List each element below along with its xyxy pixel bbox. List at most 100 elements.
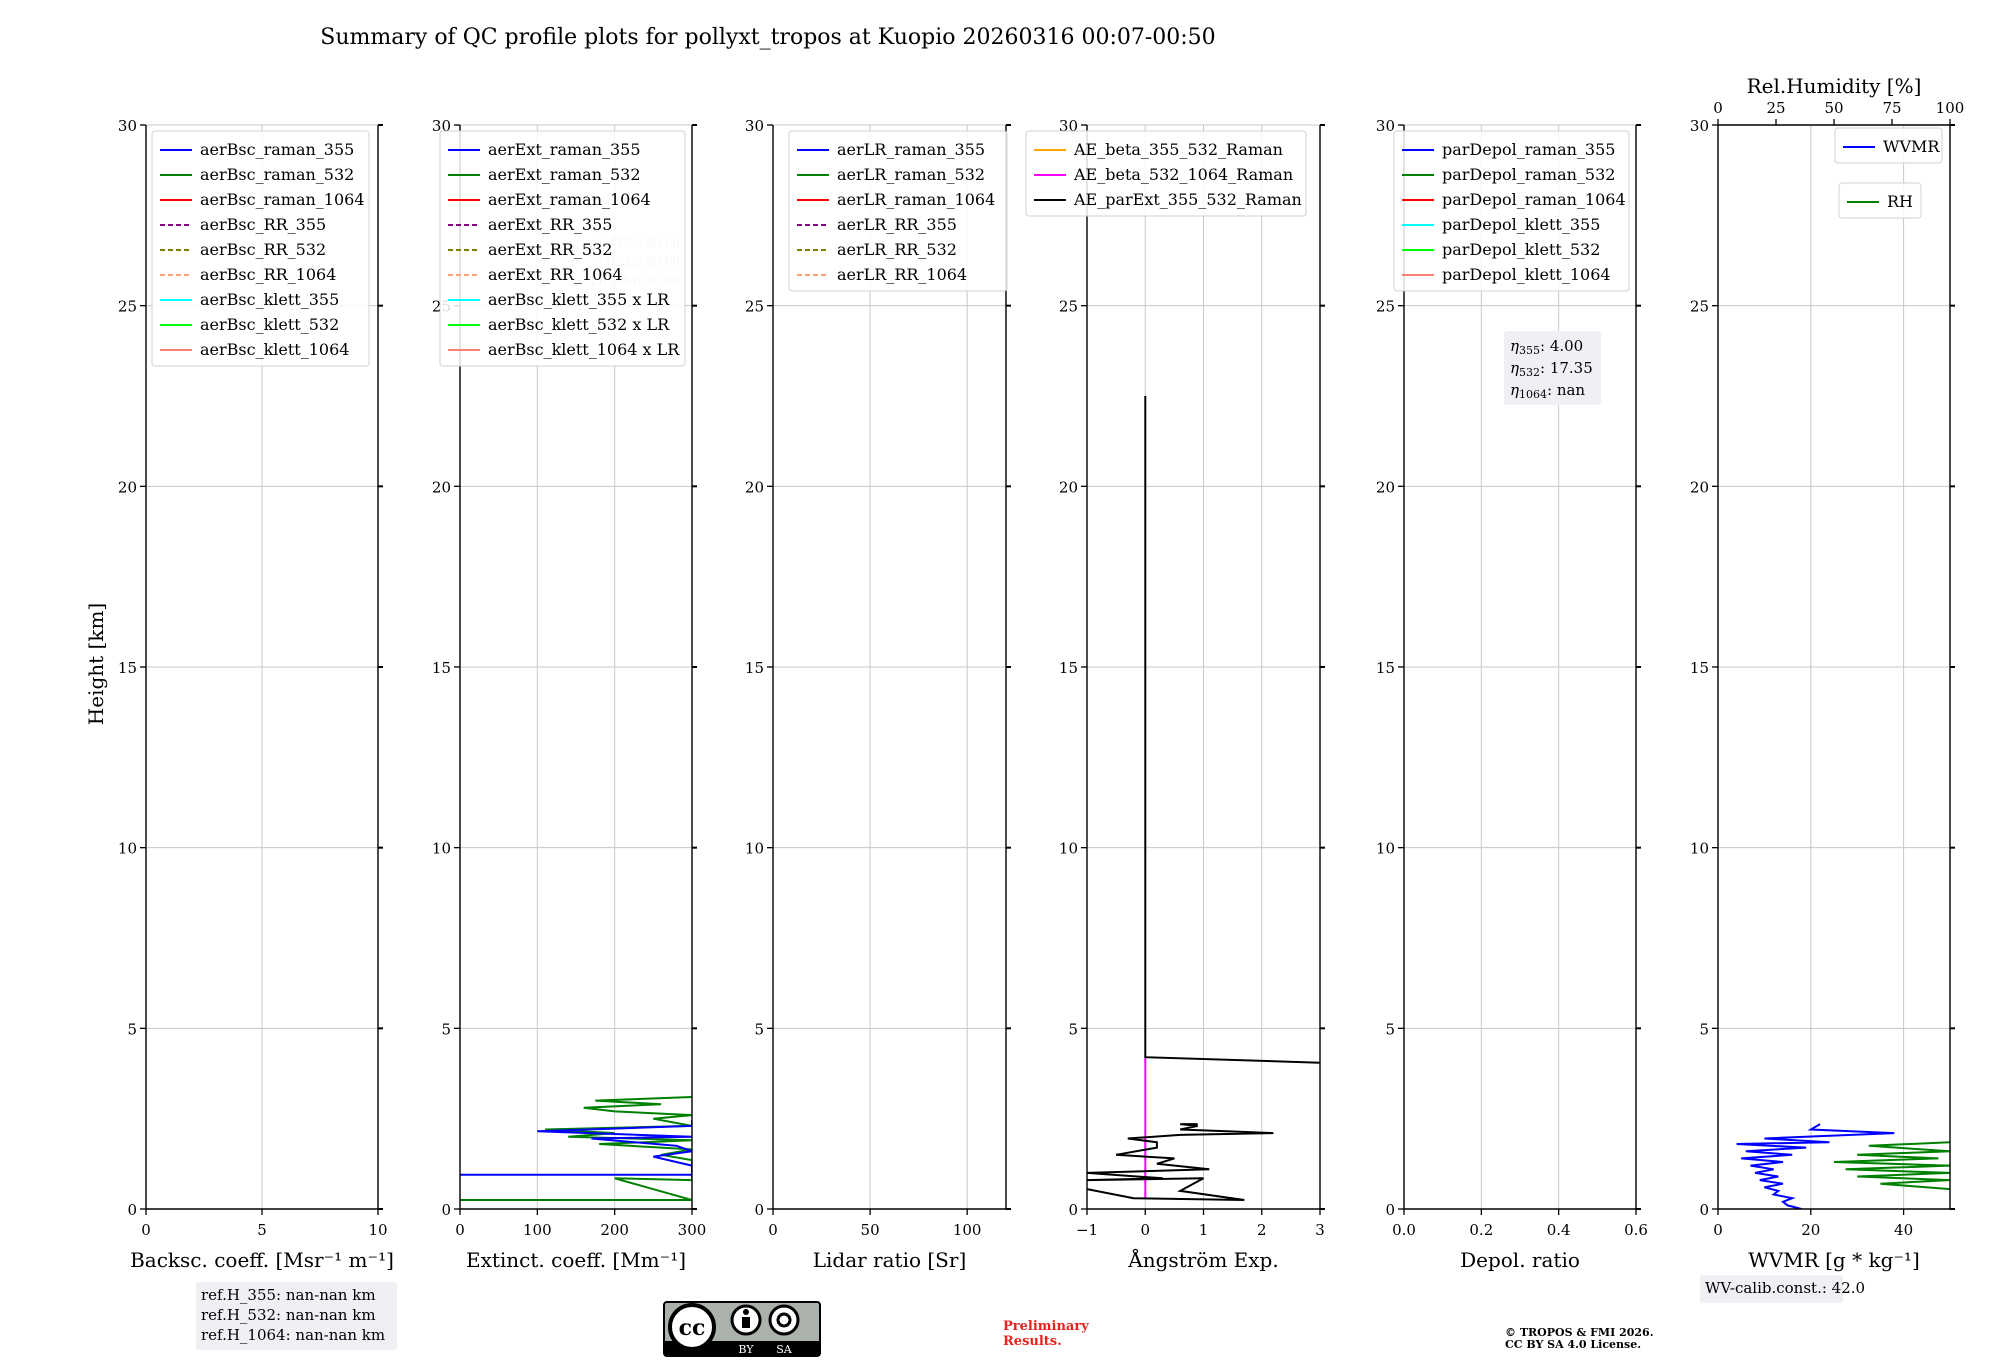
legend-label: aerLR_RR_532 [837,240,957,259]
y-tick-label: 10 [1690,840,1709,858]
series-ae-parext-355-532-raman-upper [1144,396,1320,1064]
series-group [1736,1123,1950,1209]
y-tick-label: 0 [441,1201,451,1219]
y-tick-label: 25 [118,298,137,316]
x-tick-label: −1 [1076,1221,1098,1239]
y-axis-label: Height [km] [84,603,108,725]
eta-532-text: η532: 17.35 [1510,359,1593,379]
legend-label: aerExt_RR_355 [488,215,612,234]
legend-box [1025,130,1307,217]
legend-label: WVMR [1883,137,1940,156]
preliminary-line-1: Preliminary [1003,1319,1089,1334]
x-tick-label: 40 [1894,1221,1913,1239]
y-tick-label: 30 [1690,117,1709,135]
legend-label: parDepol_klett_1064 [1442,265,1611,284]
x-axis-label: WVMR [g * kg⁻¹] [1748,1248,1920,1272]
cc-license-badge: cc BY SA [663,1301,821,1357]
info-box [196,1282,397,1350]
legend-label: aerExt_RR_1064 [488,265,623,284]
sa-text: SA [776,1343,793,1356]
y-tick-label: 25 [1376,298,1395,316]
y-tick-label: 30 [745,117,764,135]
legend-label: aerLR_RR_355 [837,215,957,234]
panel-3: 0 50 100 0 5 10 15 20 25 30 Lidar ratio [Sr] aerLR_… [745,117,1011,1272]
legend-box [1834,127,1943,164]
legend-label: aerBsc_RR_532 [200,240,326,259]
legend-secondary-box [1838,182,1922,219]
series-rh [1833,1141,1950,1191]
y-tick-label: 25 [1690,298,1709,316]
top-x-tick-label: 50 [1824,99,1843,117]
x-axis-label: Backsc. coeff. [Msr⁻¹ m⁻¹] [130,1248,394,1272]
y-tick-label: 30 [118,117,137,135]
y-tick-label: 20 [118,478,137,496]
legend-label: aerBsc_raman_355 [200,140,354,159]
by-text: BY [738,1343,754,1356]
x-tick-label: 20 [1801,1221,1820,1239]
y-tick-label: 25 [1059,298,1078,316]
x-tick-label: 0 [768,1221,778,1239]
legend-label: parDepol_klett_355 [1442,215,1600,234]
eta-box [1504,331,1601,405]
preliminary-line-2: Results. [1003,1334,1062,1349]
legend-box [1393,130,1630,292]
share-alike-icon [768,1304,800,1336]
y-tick-label: 5 [1385,1020,1395,1038]
x-tick-label: 0.4 [1547,1221,1571,1239]
copyright-line-2: CC BY SA 4.0 License. [1505,1338,1641,1351]
x-axis-label: Lidar ratio [Sr] [813,1248,967,1272]
y-tick-label: 15 [1059,659,1078,677]
info-box-line: ref.H_355: nan-nan km [201,1286,376,1304]
y-tick-label: 30 [1376,117,1395,135]
legend-label: aerExt_RR_532 [488,240,612,259]
legend-box [439,130,686,367]
legend-box [788,130,1008,292]
y-tick-label: 15 [118,659,137,677]
legend-label: aerBsc_klett_532 [200,315,339,334]
panel-5: 0.0 0.2 0.4 0.6 0 5 10 15 20 25 30 Depol. ratio parD… [1376,117,1648,1272]
y-tick-label: 5 [127,1020,137,1038]
y-tick-label: 15 [1690,659,1709,677]
info-box-line: WV-calib.const.: 42.0 [1705,1279,1865,1297]
x-tick-label: 100 [523,1221,552,1239]
legend-label: aerExt_raman_532 [488,165,641,184]
x-tick-label: 0.0 [1392,1221,1416,1239]
legend-label: parDepol_raman_355 [1442,140,1615,159]
y-tick-label: 10 [1059,840,1078,858]
x-tick-label: 10 [368,1221,387,1239]
x-tick-label: 0 [1140,1221,1150,1239]
top-x-tick-label: 100 [1936,99,1965,117]
legend-label: aerLR_raman_1064 [837,190,995,209]
legend-label: aerExt_raman_355 [488,140,641,159]
legend-label: aerBsc_raman_1064 [200,190,365,209]
legend-box [151,130,370,367]
info-box-line: ref.H_532: nan-nan km [201,1306,376,1324]
x-tick-label: 50 [861,1221,880,1239]
x-tick-label: 0.2 [1469,1221,1493,1239]
x-axis-label: Extinct. coeff. [Mm⁻¹] [466,1248,686,1272]
y-tick-label: 15 [1376,659,1395,677]
x-tick-label: 300 [678,1221,707,1239]
top-x-tick-label: 75 [1882,99,1901,117]
x-tick-label: 2 [1257,1221,1267,1239]
y-tick-label: 20 [432,478,451,496]
legend-label: aerBsc_klett_1064 [200,340,349,359]
y-tick-label: 10 [432,840,451,858]
top-x-tick-label: 25 [1766,99,1785,117]
x-tick-label: 0 [1713,1221,1723,1239]
cc-text: cc [679,1315,706,1341]
copyright-line-1: © TROPOS & FMI 2026. [1505,1326,1654,1339]
y-tick-label: 0 [1699,1201,1709,1219]
y-tick-label: 5 [1699,1020,1709,1038]
y-tick-label: 5 [754,1020,764,1038]
legend-label: aerBsc_raman_532 [200,165,354,184]
attribution-icon [730,1304,762,1336]
series-wvmr [1736,1123,1895,1209]
x-tick-label: 0.6 [1624,1221,1648,1239]
y-tick-label: 20 [745,478,764,496]
y-tick-label: 0 [1385,1201,1395,1219]
eta-355-text: η355: 4.00 [1510,337,1583,357]
x-tick-label: 3 [1315,1221,1325,1239]
